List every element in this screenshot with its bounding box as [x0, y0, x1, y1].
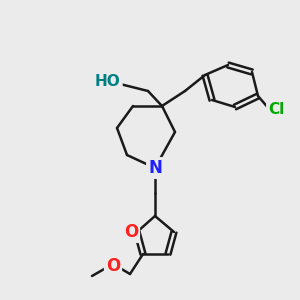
Text: HO: HO — [95, 74, 121, 89]
Text: Cl: Cl — [268, 103, 284, 118]
Text: N: N — [148, 159, 162, 177]
Text: O: O — [124, 223, 138, 241]
Text: O: O — [106, 257, 120, 275]
